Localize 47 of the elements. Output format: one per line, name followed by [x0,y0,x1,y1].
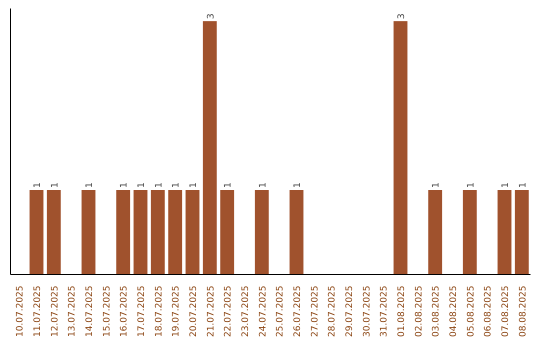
x-tick-label: 19.07.2025 [172,286,182,338]
x-tick-label: 26.07.2025 [293,286,303,338]
x-tick-label: 05.08.2025 [466,286,476,338]
data-label: 1 [518,182,528,188]
data-label: 1 [33,182,43,188]
x-tick-label: 11.07.2025 [33,286,43,338]
data-label: 1 [501,182,511,188]
data-label: 1 [85,182,95,188]
data-label: 1 [50,182,60,188]
x-tick-label: 31.07.2025 [380,286,390,338]
data-label: 1 [154,182,164,188]
x-tick-label: 27.07.2025 [310,286,320,338]
x-tick-label: 16.07.2025 [120,286,130,338]
x-tick-label: 17.07.2025 [137,286,147,338]
data-label: 1 [172,182,182,188]
data-label: 3 [206,13,216,20]
x-tick-label: 12.07.2025 [50,286,60,338]
data-label: 1 [466,182,476,188]
x-tick-label: 14.07.2025 [85,286,95,338]
data-label: 3 [397,13,407,20]
data-label: 1 [224,182,234,188]
data-label: 1 [258,182,268,188]
data-label: 1 [189,182,199,188]
x-tick-label: 28.07.2025 [328,286,338,338]
x-tick-label: 13.07.2025 [68,286,78,338]
x-tick-label: 15.07.2025 [102,286,112,338]
data-label: 1 [137,182,147,188]
x-tick-label: 03.08.2025 [432,286,442,338]
x-tick-label: 24.07.2025 [258,286,268,338]
data-label: 1 [293,182,303,188]
x-tick-label: 23.07.2025 [241,286,251,338]
data-label: 1 [120,182,130,188]
data-label: 1 [432,182,442,188]
x-tick-label: 10.07.2025 [16,286,26,338]
x-tick-label: 29.07.2025 [345,286,355,338]
x-tick-label: 22.07.2025 [224,286,234,338]
x-tick-label: 04.08.2025 [449,286,459,338]
x-tick-label: 06.08.2025 [484,286,494,338]
x-tick-label: 01.08.2025 [397,286,407,338]
x-tick-label: 08.08.2025 [518,286,528,338]
x-tick-label: 02.08.2025 [414,286,424,338]
x-tick-label: 21.07.2025 [206,286,216,338]
x-tick-label: 18.07.2025 [154,286,164,338]
x-tick-label: 25.07.2025 [276,286,286,338]
x-tick-label: 20.07.2025 [189,286,199,338]
x-tick-label: 30.07.2025 [362,286,372,338]
x-tick-label: 07.08.2025 [501,286,511,338]
